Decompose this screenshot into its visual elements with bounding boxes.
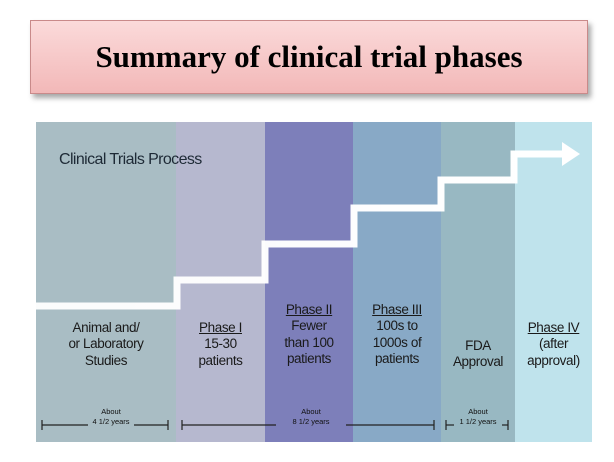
duration-approval-line-1: About [468, 407, 488, 416]
column-label-preclinical: Animal and/ or Laboratory Studies [36, 320, 176, 369]
preclinical-line-3: Studies [84, 352, 128, 368]
preclinical-line-2: or Laboratory [68, 336, 144, 352]
duration-bracket-approval [445, 420, 509, 430]
process-heading: Clinical Trials Process [59, 151, 202, 168]
duration-clinical-line-2: 8 1/2 years [292, 416, 330, 426]
phase-4-title: Phase IV [527, 320, 580, 335]
phase-1-title: Phase I [199, 320, 242, 335]
duration-approval-line-2: 1 1/2 years [459, 416, 497, 426]
phase-2-line-1: Fewer [291, 318, 327, 334]
column-bg-phase-2 [265, 122, 353, 442]
duration-label-preclinical: About 4 1/2 years [81, 407, 141, 427]
phase-4-line-1: (after [538, 336, 569, 352]
column-bg-fda-approval [441, 122, 515, 442]
clinical-trials-process-diagram: Clinical Trials Process Animal and/ or L… [36, 122, 592, 442]
fda-line-1: FDA [465, 338, 491, 353]
arrow-head [562, 142, 580, 166]
column-label-fda-approval: FDA Approval [441, 338, 515, 371]
duration-preclinical-line-2: 4 1/2 years [92, 416, 130, 426]
duration-preclinical-line-1: About [101, 407, 121, 416]
title-banner: Summary of clinical trial phases [30, 20, 588, 94]
phase-2-line-2: than 100 [284, 334, 334, 350]
phase-3-line-3: patients [374, 351, 420, 367]
phase-3-title: Phase III [372, 302, 422, 317]
column-bg-preclinical [36, 122, 176, 442]
phase-1-line-2: patients [198, 352, 243, 368]
phase-2-line-3: patients [286, 351, 332, 367]
diagram-background [36, 122, 592, 442]
duration-label-clinical: About 8 1/2 years [276, 407, 346, 427]
phase-4-line-2: approval) [527, 352, 580, 368]
duration-bracket-clinical [181, 420, 435, 430]
phase-3-line-2: 1000s of [372, 334, 422, 350]
column-label-phase-1: Phase I 15-30 patients [176, 320, 265, 369]
phase-2-title: Phase II [285, 302, 333, 317]
fda-line-2: Approval [452, 354, 504, 370]
phase-3-line-1: 100s to [376, 318, 418, 334]
duration-clinical-line-1: About [301, 407, 321, 416]
preclinical-line-1: Animal and/ [72, 320, 140, 335]
column-label-phase-4: Phase IV (after approval) [515, 320, 592, 369]
duration-label-approval: About 1 1/2 years [450, 407, 506, 427]
duration-bracket-preclinical [41, 420, 169, 430]
slide-title: Summary of clinical trial phases [95, 39, 523, 74]
column-label-phase-3: Phase III 100s to 1000s of patients [353, 302, 441, 368]
column-label-phase-2: Phase II Fewer than 100 patients [265, 302, 353, 368]
progress-staircase-arrow [36, 150, 566, 310]
column-bg-phase-3 [353, 122, 441, 442]
phase-1-line-1: 15-30 [204, 336, 237, 352]
column-bg-phase-4 [515, 122, 592, 442]
